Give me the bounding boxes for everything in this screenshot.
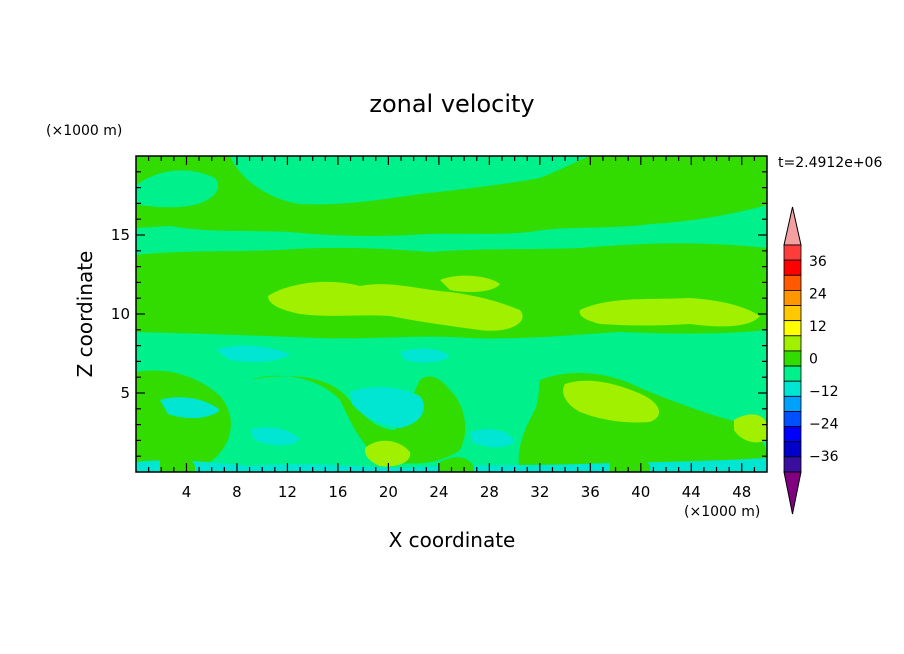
colorbar-tick-label: 12 — [809, 319, 827, 335]
y-unit-label: (×1000 m) — [46, 123, 122, 139]
colorbar-swatch — [783, 335, 802, 352]
colorbar-swatch — [783, 305, 802, 322]
contour-region-light-green-right — [579, 298, 760, 327]
contour-region-cyan-patch-3 — [160, 397, 220, 419]
colorbar-tick-label: −12 — [809, 384, 839, 400]
x-tick-label: 24 — [429, 483, 448, 501]
colorbar-tick-label: 0 — [809, 352, 818, 368]
x-tick-label: 12 — [278, 483, 297, 501]
colorbar: 36 24 12 0 −12 −24 −36 — [783, 206, 839, 515]
x-tick-label: 20 — [379, 483, 398, 501]
contour-region-light-green-patch — [440, 275, 500, 292]
colorbar-swatch — [783, 395, 802, 412]
x-tick-label: 44 — [682, 483, 701, 501]
x-tick-label: 4 — [182, 483, 192, 501]
y-tick-label: 5 — [120, 384, 130, 402]
contour-field — [136, 156, 767, 472]
x-tick-label: 32 — [530, 483, 549, 501]
x-tick-label: 36 — [581, 483, 600, 501]
x-axis-label: X coordinate — [389, 528, 516, 552]
contour-region-green-bottom-edge-2 — [440, 457, 474, 472]
x-tick-label: 48 — [732, 483, 751, 501]
colorbar-swatch — [783, 274, 802, 291]
colorbar-swatch — [783, 244, 802, 261]
y-axis-ticks: 5 10 15 — [111, 171, 767, 457]
colorbar-swatch — [783, 456, 802, 473]
chart-title: zonal velocity — [369, 90, 534, 118]
x-tick-label: 8 — [232, 483, 242, 501]
contour-region-cyan-patch-4 — [250, 427, 300, 446]
contour-region-light-green-lower-mid — [364, 440, 411, 467]
colorbar-swatch — [783, 426, 802, 443]
colorbar-extend-top — [783, 206, 802, 246]
colorbar-tick-label: 24 — [809, 287, 827, 303]
x-tick-label: 40 — [631, 483, 650, 501]
contour-region-cyan-patch-6 — [136, 458, 767, 472]
x-unit-label: (×1000 m) — [684, 504, 760, 520]
colorbar-extend-bottom — [783, 471, 802, 515]
colorbar-swatch — [783, 441, 802, 458]
colorbar-swatch — [783, 350, 802, 367]
colorbar-swatch — [783, 259, 802, 276]
colorbar-swatch — [783, 365, 802, 382]
contour-region-cyan-patch-2 — [400, 348, 450, 363]
colorbar-swatch — [783, 411, 802, 428]
x-tick-label: 28 — [480, 483, 499, 501]
colorbar-tick-label: −24 — [809, 416, 839, 432]
y-tick-label: 15 — [111, 226, 130, 244]
x-tick-label: 16 — [328, 483, 347, 501]
contour-region-cyan-patch-5 — [470, 429, 515, 448]
y-axis-label: Z coordinate — [73, 251, 97, 378]
colorbar-swatch — [783, 289, 802, 306]
contour-region-green-bottom-edge-3 — [610, 455, 650, 472]
contour-region-light-green-band — [268, 281, 523, 331]
colorbar-swatch — [783, 380, 802, 397]
contour-region-cyan-mid — [216, 345, 290, 362]
contour-region-left-cyan — [136, 170, 219, 208]
contour-region-lower-mid-green — [250, 375, 466, 464]
contour-region-cyan-patch-1 — [350, 387, 424, 428]
colorbar-swatch — [783, 320, 802, 337]
colorbar-tick-label: −36 — [809, 449, 839, 465]
contour-region-lower-left-green — [136, 370, 231, 468]
contour-region-light-green-lower-right-2 — [734, 414, 767, 443]
x-axis-ticks: 4 8 12 16 20 24 28 32 36 40 44 48 — [148, 156, 755, 501]
colorbar-tick-label: 36 — [809, 254, 827, 270]
contour-region-top-cyan — [230, 156, 590, 205]
contour-region-light-green-lower-right — [563, 380, 660, 423]
time-label: t=2.4912e+06 — [778, 155, 882, 171]
y-tick-label: 10 — [111, 305, 130, 323]
